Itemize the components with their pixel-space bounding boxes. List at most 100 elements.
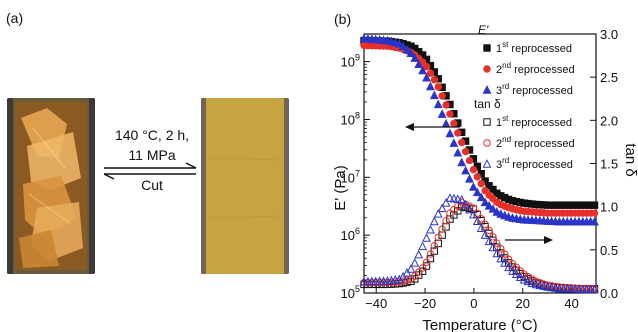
x-tick-label: −20 [414,296,436,311]
series-layer [359,33,599,294]
legend-label: 3rd reprocessed [496,156,573,171]
y-right-axis-label: tan δ [622,143,638,176]
data-point [454,207,462,215]
data-point [394,274,404,284]
data-point [407,277,415,286]
legend-marker [483,44,491,52]
data-point [406,264,416,273]
y-left-axis-label: E' (Pa) [332,165,349,210]
legend-label: 1st reprocessed [496,114,572,129]
y-left-tick-label: 107 [341,168,360,185]
storage-modulus-axis-arrow [405,123,460,131]
data-point [411,272,419,280]
data-point [426,69,435,77]
data-point [480,197,490,207]
data-point [457,138,466,147]
data-point [429,90,439,100]
data-point [520,272,528,281]
legend-marker [482,159,492,168]
panel-b-label: (b) [334,11,351,27]
axis-ticks [364,33,596,294]
data-point [500,254,509,262]
data-point [414,249,424,259]
data-point [433,99,443,109]
data-point [476,223,486,232]
data-point [461,147,470,156]
data-point [437,109,447,118]
data-point [547,282,556,292]
data-point [465,156,474,165]
tan-delta-axis-arrow [505,236,553,244]
legend-label: 3rd reprocessed [496,82,573,97]
legend-marker [483,118,491,126]
data-point [508,266,517,275]
data-point [461,165,471,175]
data-point [484,236,494,246]
data-point [399,277,407,285]
data-point [441,197,451,207]
data-point [415,268,423,276]
data-point [457,202,466,211]
data-point [519,274,529,284]
data-point [414,59,424,69]
data-point [590,216,599,226]
process-conditions-line1: 140 °C, 2 h, [114,127,190,143]
legend-marker [482,85,492,94]
data-point [469,165,478,174]
legend: E' 1st reprocessed 2nd reprocessed 3rd rep… [474,23,575,171]
data-point [426,254,435,263]
data-point [446,110,454,118]
data-point [394,38,404,48]
data-point [426,250,435,258]
cut-film-pieces-photo [7,98,95,274]
data-point [418,65,428,75]
data-point [402,44,412,54]
data-point [430,241,439,250]
data-point [504,255,513,263]
data-point [465,202,474,210]
data-point [445,193,455,202]
reversible-process-arrows [103,162,197,180]
data-point [531,279,541,289]
data-point [515,272,525,281]
x-tick-label: 0 [470,296,477,311]
data-point [411,275,419,283]
y-right-tick-label: 0.0 [600,286,618,301]
data-point [450,119,458,128]
x-tick-label: −40 [365,296,387,311]
data-point [426,224,435,234]
data-point [410,258,420,267]
data-point [543,282,553,291]
data-point [481,220,489,228]
data-point [434,233,442,242]
data-point [437,203,447,213]
data-point [450,211,458,219]
data-point [480,230,490,239]
data-point [430,76,439,84]
data-point [524,275,532,283]
x-axis-label: Temperature (°C) [422,317,537,332]
data-point [461,199,471,209]
data-point [442,217,450,225]
data-point [473,173,482,181]
data-point [441,118,451,128]
data-point [453,147,463,157]
data-point [438,225,446,233]
data-point [410,53,420,62]
tick-labels: −40 −20 0 20 40 105 106 107 108 109 0.0 0.5 1.0 1.5 2.… [341,27,619,311]
data-point [449,193,459,203]
reprocessed-film-photo [201,98,289,274]
cut-label: Cut [141,177,163,193]
data-point [477,179,485,188]
data-point [422,62,431,71]
data-point [468,209,478,219]
data-point [539,281,549,290]
y-right-tick-label: 2.5 [600,70,618,85]
data-point [489,233,497,241]
y-right-tick-label: 3.0 [600,27,618,42]
legend-marker [483,139,491,147]
series-tan-3 [359,193,599,294]
data-point [418,241,428,251]
y-left-tick-label: 105 [341,284,360,301]
